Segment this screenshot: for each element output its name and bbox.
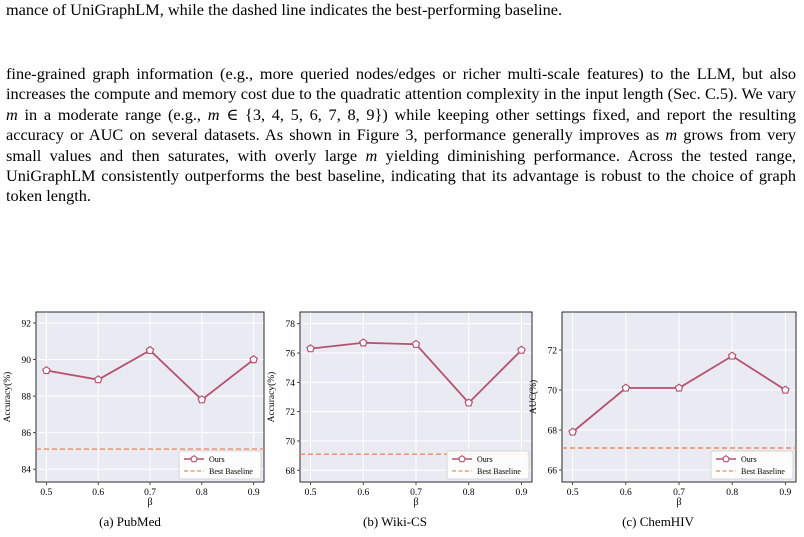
- subfigure-caption-a: (a) PubMed: [99, 514, 161, 529]
- para-text: yielding diminishing performance. Across…: [6, 145, 796, 206]
- x-tick-label: 0.5: [40, 488, 52, 498]
- y-tick-label: 66: [548, 467, 558, 477]
- x-tick-label: 0.5: [305, 488, 317, 498]
- subfigure-caption-b: (b) Wiki-CS: [363, 514, 427, 529]
- figure-3: 84 86 88 90 92 0.5 0.6 0.7 0.8 0.9 β Accuracy(%) Our…: [0, 296, 804, 537]
- legend-ours-marker: [458, 455, 466, 463]
- y-tick-label: 72: [286, 408, 296, 418]
- y-tick-label: 70: [286, 437, 296, 447]
- y-tick-label: 78: [286, 320, 296, 330]
- ours-point: [42, 365, 51, 375]
- chart-svg: 66 68 70 72 0.5 0.6 0.7 0.8 0.9 β AUC(%) Ours Best B…: [528, 311, 797, 508]
- legend-baseline-label: Best Baseline: [741, 467, 785, 476]
- x-tick-label: 0.8: [196, 488, 208, 498]
- y-axis-label: Accuracy(%): [266, 372, 277, 423]
- body-paragraph: fine-grained graph information (e.g., mo…: [6, 64, 796, 207]
- x-tick-label: 0.7: [410, 488, 422, 498]
- x-axis-label: β: [147, 497, 152, 508]
- x-tick-label: 0.8: [463, 488, 475, 498]
- ours-point: [464, 398, 474, 407]
- figure-caption-tail: mance of UniGraphLM, while the dashed li…: [6, 0, 563, 19]
- x-tick-label: 0.6: [620, 488, 632, 498]
- y-tick-label: 90: [22, 356, 32, 366]
- x-tick-label: 0.5: [567, 488, 579, 498]
- y-tick-label: 76: [286, 350, 296, 360]
- y-tick-label: 68: [286, 467, 296, 477]
- x-axis-label: β: [413, 497, 418, 508]
- legend-box: [178, 450, 262, 480]
- math-m: m: [665, 125, 678, 145]
- ours-point: [197, 395, 207, 404]
- y-tick-label: 70: [548, 387, 558, 397]
- x-axis-label: β: [676, 497, 681, 508]
- x-tick-label: 0.9: [779, 488, 791, 498]
- legend-ours-marker: [190, 455, 198, 463]
- math-m: m: [6, 104, 18, 124]
- chart-svg: 68 70 72 74 76 78 0.5 0.6 0.7 0.8 0.9 β Accuracy(%) O…: [266, 311, 533, 508]
- math-set: ∈ {3, 4, 5, 6, 7, 8, 9}: [219, 104, 383, 124]
- legend-ours-label: Ours: [477, 455, 493, 464]
- math-m: m: [207, 104, 220, 124]
- y-tick-label: 84: [22, 466, 32, 476]
- y-tick-label: 74: [286, 379, 296, 389]
- ours-point: [517, 345, 526, 354]
- legend-baseline-label: Best Baseline: [477, 467, 521, 476]
- x-tick-label: 0.8: [726, 488, 738, 498]
- legend-baseline-label: Best Baseline: [209, 467, 253, 476]
- para-text: ) while keeping other settings fixed, an…: [6, 104, 796, 145]
- x-tick-label: 0.7: [673, 488, 685, 498]
- chart-panel-wikics: 68 70 72 74 76 78 0.5 0.6 0.7 0.8 0.9 β Accuracy(%) O…: [266, 296, 534, 510]
- ours-point: [411, 339, 421, 348]
- ours-point: [306, 344, 315, 353]
- x-tick-label: 0.9: [248, 488, 260, 498]
- y-tick-label: 92: [22, 319, 32, 329]
- ours-point: [674, 383, 684, 392]
- y-tick-label: 72: [548, 347, 558, 357]
- y-tick-label: 86: [22, 429, 32, 439]
- legend-ours-marker: [722, 455, 730, 463]
- para-text: in a moderate range (e.g.,: [17, 104, 208, 124]
- y-axis-label: Accuracy(%): [2, 372, 13, 423]
- ours-point: [249, 354, 258, 364]
- ours-point: [358, 338, 368, 347]
- ours-point: [145, 345, 155, 355]
- x-tick-label: 0.6: [92, 488, 104, 498]
- y-tick-label: 68: [548, 427, 558, 437]
- x-tick-label: 0.9: [516, 488, 528, 498]
- ours-point: [568, 427, 577, 436]
- chart-svg: 84 86 88 90 92 0.5 0.6 0.7 0.8 0.9 β Accuracy(%) Our…: [2, 311, 265, 508]
- ours-point: [781, 385, 790, 394]
- x-tick-label: 0.6: [357, 488, 369, 498]
- legend-box: [710, 450, 794, 480]
- subfigure-caption-c: (c) ChemHIV: [622, 514, 694, 529]
- ours-point: [93, 375, 103, 384]
- para-text: grows from very small values and then sa…: [6, 125, 796, 165]
- math-m: m: [365, 145, 378, 165]
- legend-ours-label: Ours: [741, 455, 757, 464]
- ours-point: [727, 351, 737, 360]
- x-tick-label: 0.7: [144, 488, 156, 498]
- chart-panel-chemhiv: 66 68 70 72 0.5 0.6 0.7 0.8 0.9 β AUC(%) Ours Best B…: [528, 296, 798, 510]
- ours-point: [621, 383, 631, 392]
- para-text: fine-grained graph information (e.g., mo…: [6, 64, 796, 104]
- legend-ours-label: Ours: [209, 455, 225, 464]
- y-axis-label: AUC(%): [528, 380, 539, 414]
- legend-box: [446, 450, 530, 480]
- chart-panel-pubmed: 84 86 88 90 92 0.5 0.6 0.7 0.8 0.9 β Accuracy(%) Our…: [0, 296, 268, 510]
- y-tick-label: 88: [22, 393, 32, 403]
